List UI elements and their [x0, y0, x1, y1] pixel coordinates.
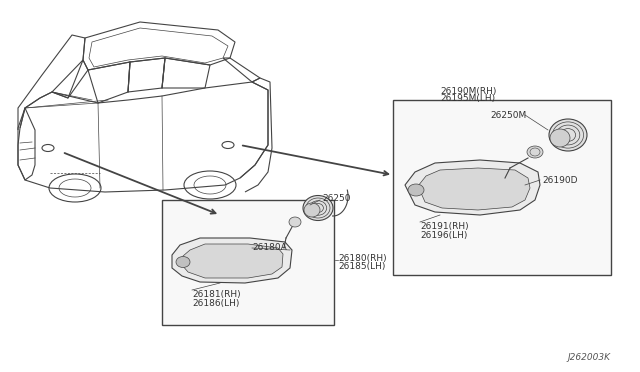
- Bar: [393, 100, 611, 275]
- Text: 26195M(LH): 26195M(LH): [440, 94, 495, 103]
- Polygon shape: [172, 238, 292, 283]
- Ellipse shape: [550, 129, 570, 147]
- Text: 26185(LH): 26185(LH): [338, 263, 385, 272]
- Polygon shape: [182, 244, 283, 278]
- Text: 26250: 26250: [322, 193, 351, 202]
- Text: 26196(LH): 26196(LH): [420, 231, 467, 240]
- Text: 26191(RH): 26191(RH): [420, 222, 468, 231]
- Ellipse shape: [549, 119, 587, 151]
- Polygon shape: [405, 160, 540, 215]
- Text: 26181(RH): 26181(RH): [192, 290, 241, 299]
- Text: 26186(LH): 26186(LH): [192, 299, 239, 308]
- Text: 26190M(RH): 26190M(RH): [440, 87, 497, 96]
- Ellipse shape: [408, 184, 424, 196]
- Text: 26180A: 26180A: [252, 243, 287, 251]
- Ellipse shape: [289, 217, 301, 227]
- Ellipse shape: [303, 196, 333, 221]
- Text: 26190D: 26190D: [542, 176, 577, 185]
- Text: 26250M: 26250M: [490, 110, 526, 119]
- Ellipse shape: [527, 146, 543, 158]
- Text: J262003K: J262003K: [567, 353, 610, 362]
- Text: 26180(RH): 26180(RH): [338, 253, 387, 263]
- Ellipse shape: [304, 203, 320, 217]
- Bar: [162, 200, 334, 325]
- Ellipse shape: [176, 257, 190, 267]
- Polygon shape: [418, 168, 530, 210]
